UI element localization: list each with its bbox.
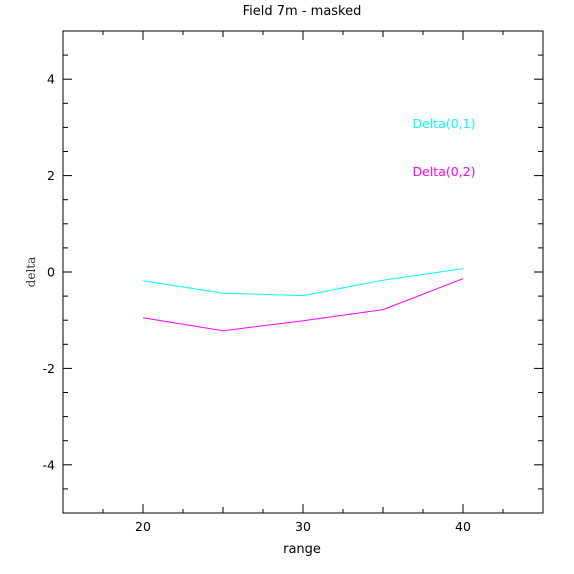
legend: Delta(0,1) Delta(0,2): [413, 116, 476, 179]
legend-entry-1: Delta(0,1): [413, 116, 476, 131]
plot-frame: [62, 30, 544, 514]
x-tick-label: 40: [455, 519, 471, 534]
legend-entry-2: Delta(0,2): [413, 164, 476, 179]
series-line-2: [142, 278, 464, 332]
y-tick-label: 0: [47, 265, 55, 280]
series-lines: [142, 268, 464, 332]
x-tick-label: 20: [135, 519, 151, 534]
y-axis-label: delta: [24, 257, 38, 288]
tick-labels: 20 30 40 -4 -2 0 2 4: [43, 72, 471, 534]
y-tick-label: 4: [47, 72, 55, 87]
y-tick-label: -2: [43, 361, 55, 376]
series-line-1: [142, 268, 464, 297]
y-tick-label: 2: [47, 168, 55, 183]
y-tick-label: -4: [43, 457, 56, 472]
x-axis-label: range: [283, 542, 321, 557]
chart-title: Field 7m - masked: [243, 4, 362, 19]
axis-ticks: [62, 30, 544, 514]
x-tick-label: 30: [295, 519, 311, 534]
